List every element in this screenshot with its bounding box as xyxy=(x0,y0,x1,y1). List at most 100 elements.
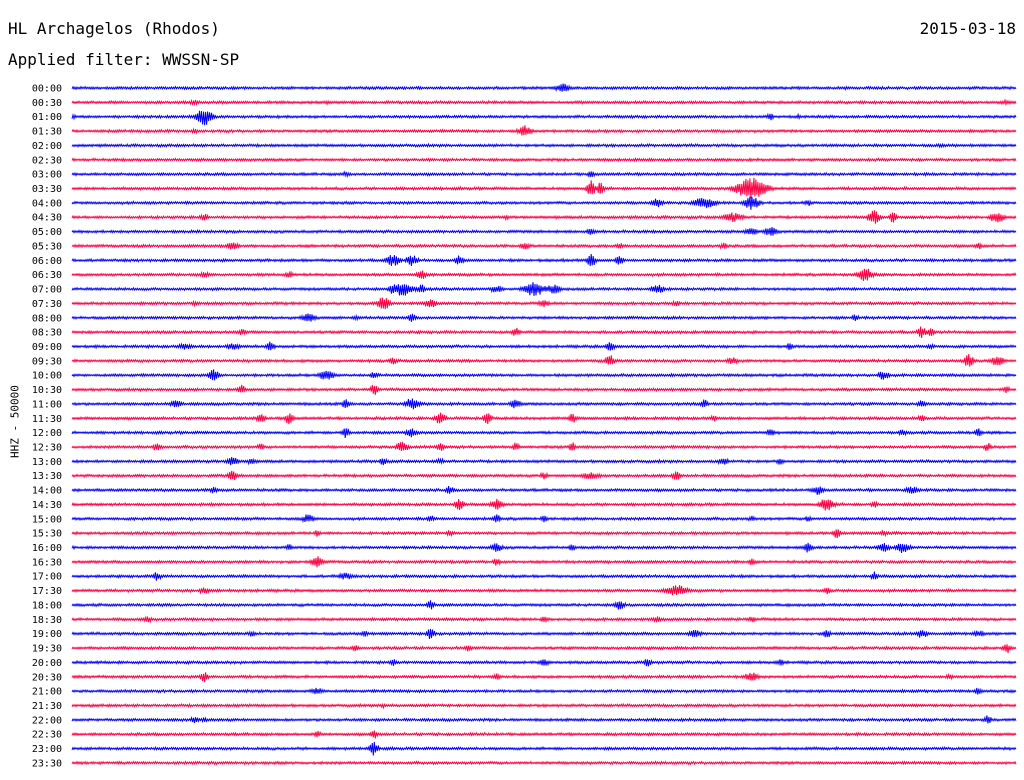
time-label-2300: 23:00 xyxy=(32,744,62,755)
trace-0930 xyxy=(71,353,1017,367)
time-label-1330: 13:30 xyxy=(32,471,62,482)
time-label-0600: 06:00 xyxy=(32,256,62,267)
station-title: HL Archagelos (Rhodos) xyxy=(8,19,220,38)
trace-0300 xyxy=(71,170,1017,179)
trace-1930 xyxy=(71,644,1017,654)
time-label-1600: 16:00 xyxy=(32,543,62,554)
trace-0230 xyxy=(71,157,1017,163)
trace-0500 xyxy=(71,226,1017,236)
trace-2330 xyxy=(71,760,1017,766)
trace-1730 xyxy=(71,585,1017,596)
trace-1300 xyxy=(71,457,1017,466)
trace-0000 xyxy=(71,83,1017,93)
time-label-1730: 17:30 xyxy=(32,586,62,597)
trace-1130 xyxy=(71,412,1017,425)
trace-0100 xyxy=(71,110,1017,126)
time-label-1000: 10:00 xyxy=(32,371,62,382)
time-label-1830: 18:30 xyxy=(32,615,62,626)
trace-1400 xyxy=(71,486,1017,495)
time-label-2030: 20:30 xyxy=(32,672,62,683)
trace-1530 xyxy=(71,529,1017,539)
trace-0730 xyxy=(71,297,1017,310)
time-label-1630: 16:30 xyxy=(32,557,62,568)
time-label-0300: 03:00 xyxy=(32,170,62,181)
time-label-0100: 01:00 xyxy=(32,112,62,123)
trace-1330 xyxy=(71,470,1017,481)
time-label-0800: 08:00 xyxy=(32,313,62,324)
time-label-0900: 09:00 xyxy=(32,342,62,353)
time-label-0930: 09:30 xyxy=(32,356,62,367)
time-label-1900: 19:00 xyxy=(32,629,62,640)
time-label-0530: 05:30 xyxy=(32,241,62,252)
trace-0130 xyxy=(71,125,1017,136)
trace-0600 xyxy=(71,254,1017,266)
time-label-0230: 02:30 xyxy=(32,155,62,166)
trace-2100 xyxy=(71,687,1017,695)
time-label-1230: 12:30 xyxy=(32,443,62,454)
trace-0400 xyxy=(71,196,1017,210)
time-label-0200: 02:00 xyxy=(32,141,62,152)
time-label-2230: 22:30 xyxy=(32,730,62,741)
time-label-2130: 21:30 xyxy=(32,701,62,712)
trace-0200 xyxy=(71,142,1017,149)
trace-1630 xyxy=(71,556,1017,568)
trace-2000 xyxy=(71,658,1017,667)
time-label-2100: 21:00 xyxy=(32,687,62,698)
trace-0030 xyxy=(71,98,1017,107)
time-label-1030: 10:30 xyxy=(32,385,62,396)
trace-0700 xyxy=(71,282,1017,297)
trace-0800 xyxy=(71,313,1017,322)
trace-1430 xyxy=(71,498,1017,511)
time-label-1400: 14:00 xyxy=(32,486,62,497)
trace-2230 xyxy=(71,730,1017,739)
trace-1500 xyxy=(71,514,1017,524)
filter-label: Applied filter: WWSSN-SP xyxy=(8,50,240,69)
time-label-1300: 13:00 xyxy=(32,457,62,468)
time-label-1430: 14:30 xyxy=(32,500,62,511)
trace-2130 xyxy=(71,702,1017,710)
date-label: 2015-03-18 xyxy=(919,19,1016,38)
time-label-0130: 01:30 xyxy=(32,127,62,138)
time-label-2200: 22:00 xyxy=(32,715,62,726)
trace-0630 xyxy=(71,268,1017,282)
time-label-1200: 12:00 xyxy=(32,428,62,439)
time-label-0500: 05:00 xyxy=(32,227,62,238)
trace-1200 xyxy=(71,428,1017,439)
trace-0900 xyxy=(71,341,1017,351)
time-labels: 00:00 00:30 01:00 01:30 02:00 02:30 03:00 03:30… xyxy=(32,84,62,770)
time-label-0330: 03:30 xyxy=(32,184,62,195)
trace-0430 xyxy=(71,210,1017,224)
trace-1700 xyxy=(71,571,1017,581)
trace-1000 xyxy=(71,369,1017,381)
time-label-1930: 19:30 xyxy=(32,644,62,655)
trace-0330 xyxy=(71,177,1017,199)
time-label-0400: 04:00 xyxy=(32,198,62,209)
trace-1100 xyxy=(71,398,1017,410)
trace-2200 xyxy=(71,715,1017,724)
trace-0830 xyxy=(71,326,1017,339)
time-label-1100: 11:00 xyxy=(32,399,62,410)
time-label-0030: 00:30 xyxy=(32,98,62,109)
traces xyxy=(71,83,1017,766)
trace-2300 xyxy=(71,741,1017,756)
time-label-1500: 15:00 xyxy=(32,514,62,525)
trace-0530 xyxy=(71,242,1017,250)
time-label-0730: 07:30 xyxy=(32,299,62,310)
trace-1800 xyxy=(71,600,1017,610)
time-label-1800: 18:00 xyxy=(32,600,62,611)
time-label-0630: 06:30 xyxy=(32,270,62,281)
time-label-2000: 20:00 xyxy=(32,658,62,669)
time-label-0430: 04:30 xyxy=(32,213,62,224)
trace-1230 xyxy=(71,441,1017,452)
time-label-1700: 17:00 xyxy=(32,572,62,583)
trace-1030 xyxy=(71,384,1017,395)
time-label-2330: 23:30 xyxy=(32,758,62,769)
time-label-0000: 00:00 xyxy=(32,84,62,95)
trace-2030 xyxy=(71,672,1017,683)
time-label-1530: 15:30 xyxy=(32,529,62,540)
time-label-0700: 07:00 xyxy=(32,285,62,296)
trace-1600 xyxy=(71,542,1017,554)
time-label-1130: 11:30 xyxy=(32,414,62,425)
trace-1900 xyxy=(71,628,1017,640)
